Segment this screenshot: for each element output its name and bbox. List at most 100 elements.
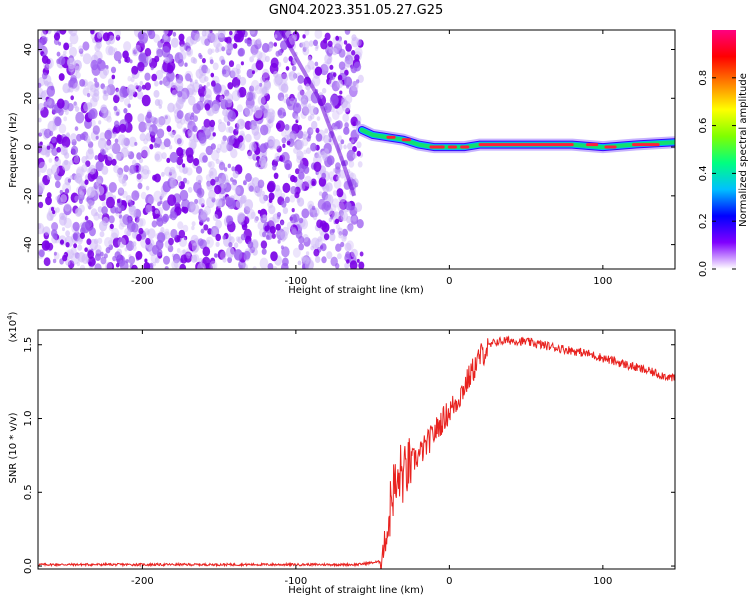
noise-speckle bbox=[318, 177, 327, 187]
noise-speckle bbox=[249, 30, 256, 35]
noise-speckle bbox=[79, 232, 85, 239]
noise-speckle bbox=[63, 42, 70, 51]
noise-speckle bbox=[178, 229, 186, 239]
noise-speckle bbox=[336, 188, 344, 198]
noise-speckle bbox=[70, 192, 79, 203]
noise-speckle bbox=[259, 257, 269, 269]
noise-speckle bbox=[289, 214, 297, 224]
noise-speckle bbox=[146, 55, 152, 64]
noise-speckle bbox=[134, 82, 139, 88]
noise-speckle bbox=[222, 235, 226, 240]
noise-speckle bbox=[296, 150, 304, 161]
noise-speckle bbox=[164, 115, 168, 120]
noise-speckle bbox=[70, 247, 77, 256]
noise-speckle bbox=[262, 68, 270, 79]
noise-speckle bbox=[194, 79, 198, 84]
noise-speckle bbox=[341, 96, 347, 103]
noise-speckle bbox=[180, 254, 188, 264]
noise-speckle bbox=[116, 169, 123, 178]
noise-speckle bbox=[38, 102, 45, 111]
noise-speckle bbox=[297, 84, 303, 92]
noise-speckle bbox=[220, 99, 229, 110]
noise-speckle bbox=[126, 229, 132, 237]
noise-speckle bbox=[65, 258, 71, 266]
spectrogram-y-ticks: -40 -20 0 20 40 bbox=[23, 43, 675, 253]
colorbar-tick-label: 0.4 bbox=[698, 165, 709, 181]
noise-speckle bbox=[343, 126, 350, 135]
noise-speckle bbox=[291, 65, 297, 72]
noise-speckle bbox=[46, 192, 52, 199]
noise-speckle bbox=[172, 31, 177, 37]
noise-speckle bbox=[233, 242, 239, 249]
noise-speckle bbox=[222, 69, 227, 75]
noise-speckle bbox=[280, 245, 284, 250]
noise-speckle bbox=[226, 215, 234, 225]
noise-speckle bbox=[158, 104, 163, 109]
noise-speckle bbox=[176, 110, 184, 120]
noise-speckle bbox=[141, 149, 148, 159]
noise-speckle bbox=[332, 72, 337, 78]
noise-speckle bbox=[122, 91, 128, 98]
noise-speckle bbox=[347, 224, 354, 233]
noise-speckle bbox=[234, 85, 240, 92]
noise-speckle bbox=[123, 108, 128, 114]
noise-speckle bbox=[262, 214, 268, 221]
noise-speckle bbox=[74, 207, 82, 217]
noise-speckle bbox=[351, 36, 360, 48]
noise-speckle bbox=[338, 61, 346, 70]
noise-speckle bbox=[78, 204, 85, 213]
noise-speckle bbox=[346, 215, 352, 224]
noise-speckle bbox=[164, 231, 171, 240]
noise-speckle bbox=[276, 230, 281, 236]
noise-speckle bbox=[41, 240, 50, 251]
noise-speckle bbox=[136, 173, 144, 183]
noise-speckle bbox=[97, 138, 107, 150]
noise-speckle bbox=[143, 262, 151, 269]
noise-speckle bbox=[231, 90, 241, 102]
noise-speckle bbox=[298, 235, 305, 244]
noise-speckle bbox=[277, 109, 283, 116]
noise-speckle bbox=[87, 256, 96, 267]
noise-speckle bbox=[348, 160, 355, 168]
noise-speckle bbox=[115, 152, 122, 161]
noise-speckle bbox=[335, 35, 340, 41]
noise-speckle bbox=[239, 76, 247, 86]
noise-speckle bbox=[124, 57, 128, 63]
noise-speckle bbox=[123, 41, 132, 52]
noise-speckle bbox=[298, 164, 306, 173]
noise-speckle bbox=[223, 167, 228, 172]
noise-speckle bbox=[183, 235, 188, 241]
noise-speckle bbox=[307, 60, 315, 70]
noise-speckle bbox=[345, 201, 352, 211]
noise-speckle bbox=[270, 251, 278, 262]
noise-speckle bbox=[292, 247, 301, 258]
noise-speckle bbox=[267, 201, 274, 209]
noise-speckle bbox=[50, 85, 55, 91]
noise-speckle bbox=[105, 247, 111, 254]
noise-speckle bbox=[358, 261, 365, 269]
noise-speckle bbox=[100, 256, 107, 265]
noise-speckle bbox=[282, 257, 289, 267]
noise-speckle bbox=[81, 253, 90, 264]
noise-speckle bbox=[324, 106, 328, 111]
noise-speckle bbox=[225, 42, 234, 54]
noise-speckle bbox=[38, 157, 45, 169]
noise-speckle bbox=[277, 239, 281, 244]
noise-speckle bbox=[236, 68, 241, 75]
noise-speckle bbox=[69, 175, 74, 181]
noise-speckle bbox=[144, 258, 148, 263]
noise-speckle bbox=[114, 120, 120, 128]
noise-speckle bbox=[332, 211, 337, 218]
noise-speckle bbox=[56, 98, 65, 109]
noise-speckle bbox=[186, 252, 191, 259]
noise-speckle bbox=[351, 215, 357, 222]
noise-speckle bbox=[99, 68, 108, 79]
noise-speckle bbox=[58, 73, 65, 81]
noise-speckle bbox=[248, 141, 257, 153]
noise-speckle bbox=[191, 221, 196, 227]
noise-speckle bbox=[251, 39, 257, 47]
noise-speckle bbox=[259, 194, 267, 204]
noise-speckle bbox=[115, 87, 119, 93]
noise-speckle bbox=[359, 251, 364, 257]
noise-speckle bbox=[70, 145, 79, 155]
